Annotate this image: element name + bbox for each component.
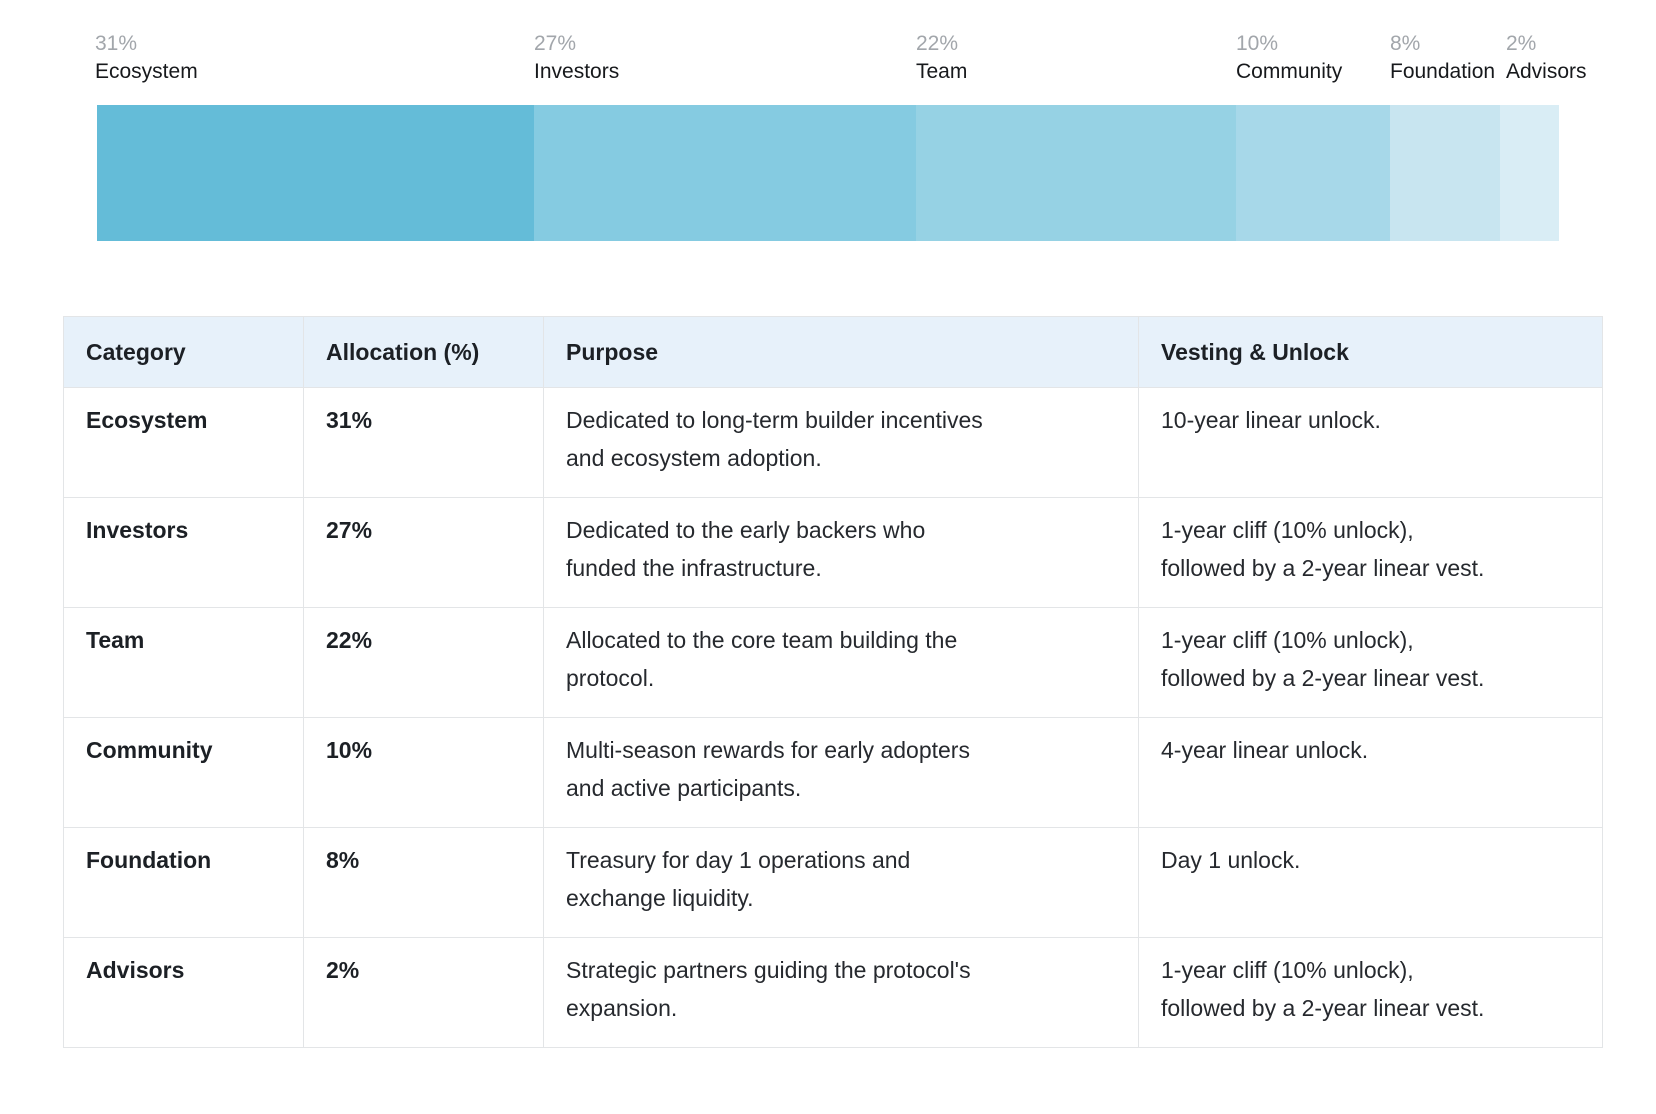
cell-vesting: Day 1 unlock. [1138,827,1603,938]
bar-segment-investors [533,105,916,241]
cell-purpose: Strategic partners guiding the protocol'… [543,937,1139,1048]
header-vesting: Vesting & Unlock [1138,316,1603,388]
bar-segment-advisors [1499,105,1559,241]
segment-percent: 10% [1236,32,1279,55]
table-row: Team 22% Allocated to the core team buil… [63,607,1603,718]
allocation-stacked-bar [97,105,1559,241]
cell-allocation: 27% [303,497,544,608]
cell-purpose: Multi-season rewards for early adopters … [543,717,1139,828]
bar-segment-foundation [1389,105,1500,241]
segment-percent: 2% [1506,32,1537,55]
header-purpose: Purpose [543,316,1139,388]
bar-segment-community [1236,105,1390,241]
segment-percent: 27% [534,32,577,55]
segment-name: Advisors [1506,60,1587,83]
cell-category: Investors [63,497,304,608]
table-row: Ecosystem 31% Dedicated to long-term bui… [63,387,1603,498]
cell-purpose: Allocated to the core team building the … [543,607,1139,718]
cell-allocation: 31% [303,387,544,498]
cell-allocation: 22% [303,607,544,718]
cell-purpose: Dedicated to the early backers who funde… [543,497,1139,608]
cell-category: Foundation [63,827,304,938]
cell-vesting: 10-year linear unlock. [1138,387,1603,498]
cell-category: Advisors [63,937,304,1048]
bar-segment-team [916,105,1237,241]
table-row: Foundation 8% Treasury for day 1 operati… [63,827,1603,938]
header-allocation: Allocation (%) [303,316,544,388]
cell-purpose: Treasury for day 1 operations and exchan… [543,827,1139,938]
cell-allocation: 8% [303,827,544,938]
segment-name: Team [916,60,968,83]
segment-label-ecosystem: 31% Ecosystem [95,30,198,86]
cell-allocation: 2% [303,937,544,1048]
allocation-table-container: Category Allocation (%) Purpose Vesting … [63,316,1603,1048]
table-header-row: Category Allocation (%) Purpose Vesting … [63,316,1603,388]
cell-vesting: 1-year cliff (10% unlock), followed by a… [1138,497,1603,608]
table-row: Community 10% Multi-season rewards for e… [63,717,1603,828]
table-row: Investors 27% Dedicated to the early bac… [63,497,1603,608]
cell-category: Community [63,717,304,828]
segment-percent: 22% [916,32,959,55]
segment-name: Foundation [1390,60,1496,83]
segment-label-team: 22% Team [916,30,967,86]
segment-name: Community [1236,60,1343,83]
segment-percent: 31% [95,32,138,55]
bar-segment-ecosystem [97,105,534,241]
segment-label-foundation: 8% Foundation [1390,30,1495,86]
cell-vesting: 4-year linear unlock. [1138,717,1603,828]
segment-label-advisors: 2% Advisors [1506,30,1587,86]
cell-purpose: Dedicated to long-term builder incentive… [543,387,1139,498]
segment-percent: 8% [1390,32,1421,55]
segment-name: Ecosystem [95,60,198,83]
segment-name: Investors [534,60,620,83]
cell-vesting: 1-year cliff (10% unlock), followed by a… [1138,937,1603,1048]
cell-category: Team [63,607,304,718]
header-category: Category [63,316,304,388]
segment-label-investors: 27% Investors [534,30,619,86]
allocation-table: Category Allocation (%) Purpose Vesting … [63,316,1603,1048]
cell-vesting: 1-year cliff (10% unlock), followed by a… [1138,607,1603,718]
cell-category: Ecosystem [63,387,304,498]
cell-allocation: 10% [303,717,544,828]
segment-label-community: 10% Community [1236,30,1342,86]
table-row: Advisors 2% Strategic partners guiding t… [63,937,1603,1048]
